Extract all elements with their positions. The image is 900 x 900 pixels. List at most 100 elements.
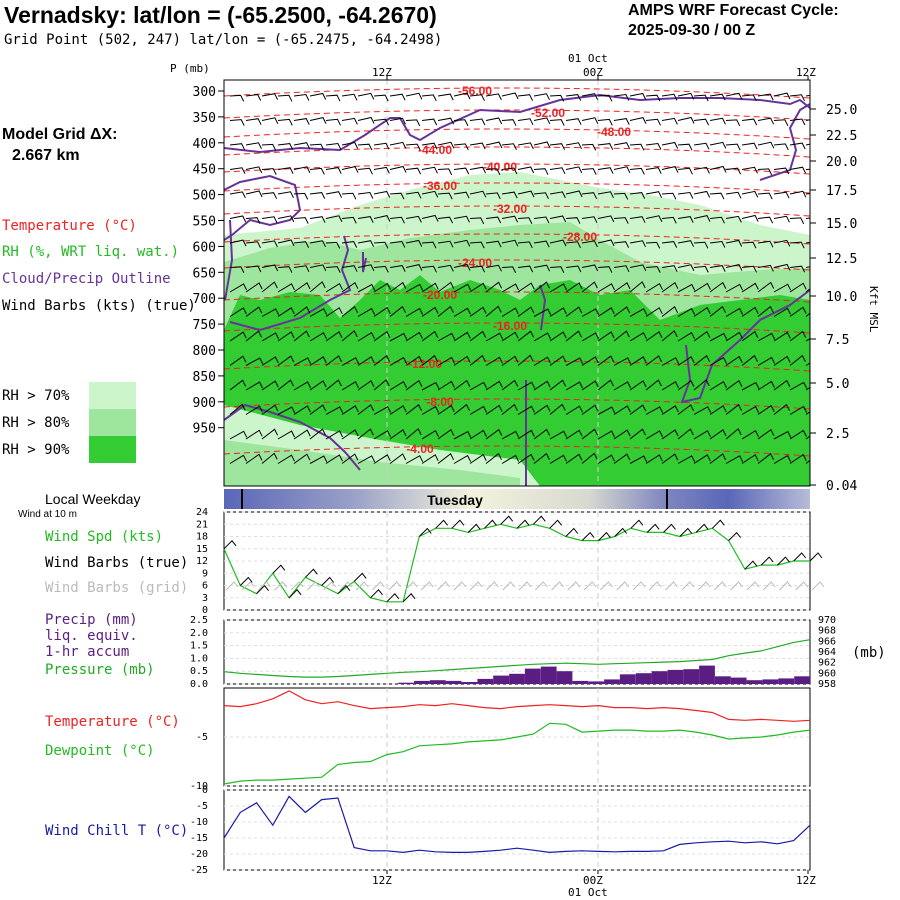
wind-barb <box>773 191 790 199</box>
wind-barb <box>773 454 792 464</box>
temperature-tick-label: -5 <box>196 732 208 743</box>
temperature-contour <box>224 291 810 303</box>
wind-barb <box>629 240 646 248</box>
wind-barb <box>629 308 648 317</box>
wind-barb <box>581 168 597 175</box>
weekday-label: Local Weekday <box>45 491 141 507</box>
wind-barb <box>533 404 551 415</box>
wind-barb <box>661 405 679 415</box>
wind-barb <box>645 191 663 198</box>
wind-barb <box>565 282 583 293</box>
wind-barb <box>405 283 424 293</box>
temperature-contour <box>224 87 810 99</box>
wind-barb <box>453 355 471 366</box>
legend-temperature: Temperature (°C) <box>2 218 137 234</box>
wind-barb <box>293 217 309 224</box>
wind-barb <box>293 453 311 464</box>
wind-barb <box>453 430 472 440</box>
wind-barb <box>549 331 567 342</box>
wind-barb <box>773 283 792 293</box>
legend-wind-chill: Wind Chill T (°C) <box>45 823 189 839</box>
wind-barb <box>405 167 422 175</box>
wind-barb <box>373 379 390 391</box>
wind-barb <box>325 379 342 391</box>
wind-barb <box>437 305 454 317</box>
wind-barb <box>373 265 389 273</box>
wind-barb <box>389 117 406 125</box>
wind-barb <box>741 214 759 222</box>
wind-barb <box>677 240 695 247</box>
wind-barb <box>245 142 262 150</box>
legend-temp-panel: Temperature (°C) <box>45 714 180 730</box>
wind-barb <box>229 239 247 247</box>
wind-barb <box>661 306 679 317</box>
wind-barb <box>309 216 326 223</box>
temperature-contour-label: -32.00 <box>493 202 527 216</box>
wind-barb <box>293 429 311 440</box>
wind-barb <box>373 406 392 415</box>
wind-barb <box>229 167 246 175</box>
wind-barb <box>533 308 552 317</box>
wind-barb <box>645 266 661 273</box>
wind-barb <box>277 355 295 366</box>
wind-barb <box>437 404 455 415</box>
wind-barb <box>325 191 343 198</box>
wind-barb <box>341 405 359 415</box>
wind-barb <box>325 94 341 102</box>
wind-barb <box>677 380 695 391</box>
temperature-contour-label: -16.00 <box>493 319 527 333</box>
wind-barb <box>533 356 551 366</box>
wind-barb <box>661 166 679 173</box>
wind-barb <box>645 118 661 126</box>
wind-barb <box>453 379 471 391</box>
wind-barb <box>389 429 407 440</box>
wind-barb <box>677 116 695 124</box>
wind-barb <box>357 143 373 151</box>
wind-barb <box>725 404 743 415</box>
legend-wind-barbs-grid: Wind Barbs (grid) <box>45 580 189 596</box>
surface-wind-barb-grid <box>241 581 255 591</box>
wind-barb <box>341 357 360 366</box>
wind-barb <box>357 167 373 175</box>
precip-bar <box>477 678 494 684</box>
precip-tick-label: 1.0 <box>190 653 208 664</box>
wind-barb <box>357 331 375 342</box>
surface-wind-barb-true <box>223 540 237 550</box>
wind-barb <box>581 356 599 366</box>
wind-barb <box>709 141 727 149</box>
surface-wind-barb-grid <box>274 581 288 591</box>
wind-barb <box>741 190 759 198</box>
wind-barb <box>277 191 294 199</box>
wind-barb <box>789 354 806 366</box>
wind-barb <box>549 191 566 199</box>
model-grid-value: 2.667 km <box>12 147 80 164</box>
wind-barb <box>453 307 471 317</box>
pressure-tick-label: 750 <box>193 318 216 333</box>
wind-barb <box>645 379 662 391</box>
cloud-outline <box>759 103 810 181</box>
wind-barb <box>261 281 278 293</box>
wind-barb <box>341 166 359 173</box>
pressure-tick-label: 800 <box>193 344 216 359</box>
surface-wind-barb-true <box>516 519 530 529</box>
wind-barb <box>277 454 295 464</box>
wind-barb <box>549 430 568 440</box>
wind-barb <box>341 192 357 200</box>
precip-bar <box>667 669 684 684</box>
wind-barb <box>469 405 488 415</box>
wind-barb <box>581 428 599 440</box>
legend-dewpoint: Dewpoint (°C) <box>45 743 155 759</box>
wind-barb <box>469 166 487 174</box>
wind-barb <box>661 265 678 272</box>
wind-barb <box>645 454 663 464</box>
wind-barb <box>469 118 486 126</box>
precip-bar <box>794 676 810 684</box>
wind-barb <box>453 263 471 271</box>
legend-rh70-swatch <box>89 382 136 409</box>
height-tick-label: 0.04 <box>826 479 857 494</box>
wind-barb <box>581 404 599 415</box>
temperature-contour <box>224 182 810 194</box>
wind-barb <box>725 379 743 391</box>
surface-wind-barb-true <box>239 576 253 586</box>
precip-bar <box>699 665 715 684</box>
